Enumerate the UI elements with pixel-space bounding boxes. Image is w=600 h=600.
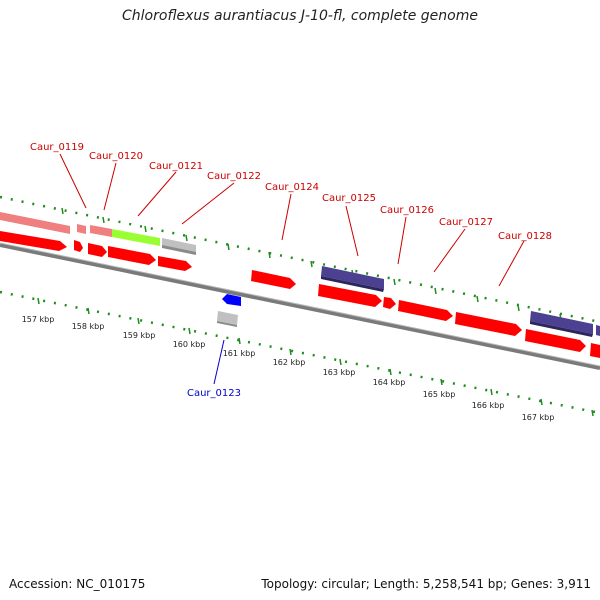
connector-0123 bbox=[213, 339, 225, 385]
kbp-labels: 157 kbp 158 kbp 159 kbp 160 kbp 161 kbp … bbox=[22, 315, 555, 422]
gene-0123-pseudo bbox=[217, 311, 238, 325]
backbone-line bbox=[0, 243, 600, 370]
gene-labels: Caur_0119 Caur_0120 Caur_0121 Caur_0122 … bbox=[30, 142, 552, 399]
kbp-label-162: 162 kbp bbox=[273, 358, 306, 367]
inner-major-ticks bbox=[37, 297, 594, 417]
gene-forward-e bbox=[158, 256, 192, 271]
gene-forward-b bbox=[74, 240, 83, 252]
label-connectors bbox=[59, 153, 525, 385]
label-caur-0128: Caur_0128 bbox=[498, 231, 552, 242]
gene-0119-faded bbox=[0, 212, 70, 234]
kbp-label-159: 159 kbp bbox=[123, 331, 156, 340]
connector-0122 bbox=[181, 182, 235, 225]
label-caur-0124: Caur_0124 bbox=[265, 182, 319, 193]
genome-summary-text: Topology: circular; Length: 5,258,541 bp… bbox=[261, 577, 591, 591]
label-caur-0121: Caur_0121 bbox=[149, 161, 203, 172]
gene-forward-c bbox=[88, 243, 107, 257]
connector-0119 bbox=[59, 153, 87, 209]
gene-forward-edge bbox=[590, 343, 600, 358]
connector-0125 bbox=[345, 205, 359, 257]
kbp-label-164: 164 kbp bbox=[373, 378, 406, 387]
gene-forward-a bbox=[0, 231, 67, 251]
connector-0128 bbox=[498, 240, 525, 287]
kbp-label-158: 158 kbp bbox=[72, 322, 105, 331]
connector-0120 bbox=[103, 162, 117, 211]
gene-forward-f bbox=[318, 284, 382, 307]
outer-minor-ticks bbox=[0, 195, 600, 324]
inner-minor-ticks bbox=[0, 290, 600, 415]
gene-forward-h bbox=[525, 329, 586, 352]
gene-0128-shadow bbox=[530, 321, 593, 337]
connector-0121 bbox=[137, 171, 177, 217]
map-title: Chloroflexus aurantiacus J-10-fl, comple… bbox=[122, 8, 478, 24]
gene-0123-reverse bbox=[222, 294, 241, 306]
backbone-highlight bbox=[0, 242, 600, 367]
kbp-label-161: 161 kbp bbox=[223, 349, 256, 358]
gene-0125-rna bbox=[321, 266, 384, 289]
connector-0127 bbox=[433, 228, 466, 273]
inner-tick-row bbox=[0, 290, 600, 417]
gene-forward-g bbox=[455, 312, 522, 336]
kbp-label-160: 160 kbp bbox=[173, 340, 206, 349]
gene-0124 bbox=[251, 270, 296, 289]
label-caur-0127: Caur_0127 bbox=[439, 217, 493, 228]
label-caur-0125: Caur_0125 bbox=[322, 193, 376, 204]
connector-0126 bbox=[397, 216, 407, 265]
gene-features bbox=[0, 212, 600, 358]
connector-0124 bbox=[281, 193, 292, 241]
label-caur-0123: Caur_0123 bbox=[187, 388, 241, 399]
gene-0121 bbox=[112, 229, 160, 246]
gene-rna-edge bbox=[596, 325, 600, 336]
gene-0125-shadow bbox=[321, 276, 384, 292]
kbp-label-166: 166 kbp bbox=[472, 401, 505, 410]
kbp-label-167: 167 kbp bbox=[522, 413, 555, 422]
gene-0127 bbox=[398, 300, 453, 321]
kbp-label-165: 165 kbp bbox=[423, 390, 456, 399]
label-caur-0119: Caur_0119 bbox=[30, 142, 84, 153]
label-caur-0120: Caur_0120 bbox=[89, 151, 143, 162]
label-caur-0122: Caur_0122 bbox=[207, 171, 261, 182]
gene-forward-d bbox=[108, 246, 156, 265]
kbp-label-157: 157 kbp bbox=[22, 315, 55, 324]
gene-0126 bbox=[383, 297, 396, 309]
gene-0128-rna bbox=[530, 311, 593, 334]
genome-backbone bbox=[0, 242, 600, 370]
kbp-label-163: 163 kbp bbox=[323, 368, 356, 377]
gene-0122-shadow bbox=[162, 245, 196, 255]
gene-0122 bbox=[162, 238, 196, 253]
accession-text: Accession: NC_010175 bbox=[9, 577, 146, 591]
gene-fragment-faded bbox=[77, 224, 86, 234]
label-caur-0126: Caur_0126 bbox=[380, 205, 434, 216]
outer-tick-row bbox=[0, 195, 600, 324]
gene-0123-pseudo-shadow bbox=[217, 321, 237, 327]
gene-0120-faded bbox=[90, 225, 112, 237]
